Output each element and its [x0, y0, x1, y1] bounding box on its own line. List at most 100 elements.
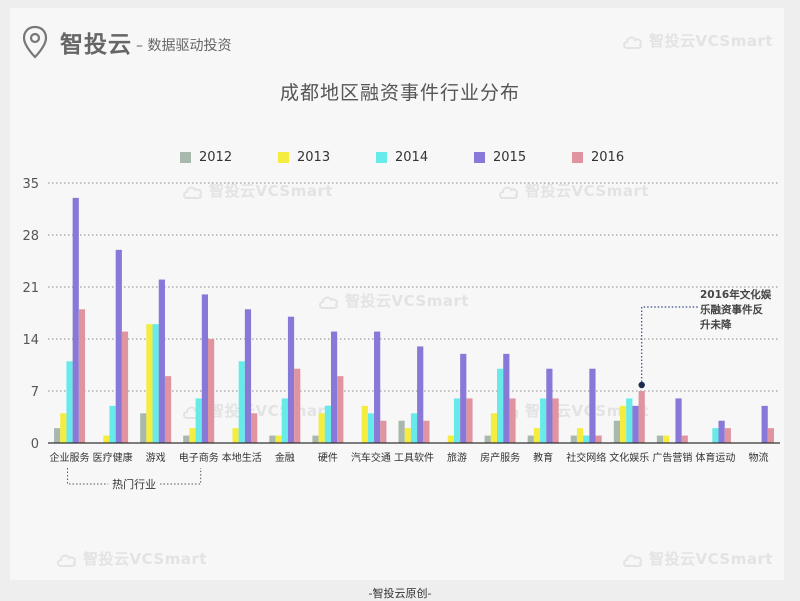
bar-2014	[367, 413, 375, 443]
bar-2013	[275, 435, 282, 443]
bar-2015	[761, 405, 768, 443]
y-tick-label: 28	[22, 229, 39, 244]
bar-2015	[72, 197, 79, 443]
y-tick-label: 7	[31, 385, 39, 400]
watermark-upper: 智投云VCSmart	[498, 180, 649, 201]
bar-2016	[509, 398, 516, 443]
watermark-left: 智投云VCSmart	[182, 180, 333, 201]
chart-legend: 2012 2013 2014 2015 2016	[180, 150, 670, 165]
x-tick-label: 汽车交通	[351, 451, 391, 464]
bar-2012	[570, 435, 577, 443]
bar-2015	[460, 353, 467, 443]
bar-2014	[583, 435, 590, 443]
bar-2014	[195, 398, 202, 443]
legend-label-2013: 2013	[297, 150, 331, 165]
bar-2013	[60, 413, 67, 443]
legend-swatch-2014	[376, 152, 387, 163]
bar-2013	[533, 428, 541, 443]
cloud-logo-icon	[57, 554, 77, 567]
bar-2013	[576, 428, 584, 443]
x-tick-label: 硬件	[318, 452, 338, 464]
bar-2015	[201, 294, 209, 443]
bar-2016	[380, 420, 387, 443]
bar-2015	[374, 331, 381, 443]
bar-2015	[115, 249, 122, 443]
footer-credit: -智投云原创-	[368, 587, 432, 600]
bar-2016	[595, 435, 602, 443]
x-tick-label: 体育运动	[695, 451, 735, 464]
bar-2016	[78, 309, 86, 443]
bar-2016	[638, 391, 645, 443]
bar-2013	[490, 413, 498, 443]
x-tick-label: 电子商务	[179, 451, 219, 464]
legend-label-2014: 2014	[395, 150, 429, 165]
bar-2015	[417, 346, 424, 443]
x-tick-label: 企业服务	[50, 451, 90, 464]
bar-2016	[337, 376, 344, 443]
bar-2014	[540, 398, 547, 443]
legend-item-2015: 2015	[474, 150, 572, 165]
watermark-text: 智投云VCSmart	[345, 292, 470, 310]
bar-2016	[423, 420, 430, 443]
x-tick-label: 物流	[748, 451, 768, 464]
bar-2013	[103, 435, 110, 443]
bar-2014	[410, 413, 418, 443]
legend-item-2013: 2013	[278, 150, 376, 165]
bar-2013	[318, 413, 325, 443]
bar-2016	[466, 398, 473, 443]
bar-2013	[189, 428, 196, 443]
watermark-bottom-left: 智投云VCSmart	[56, 548, 207, 569]
x-tick-label: 医疗健康	[93, 451, 133, 464]
cloud-logo-icon	[499, 186, 519, 199]
watermark-text: 智投云VCSmart	[83, 550, 208, 568]
bar-2013	[404, 428, 411, 443]
legend-swatch-2012	[180, 152, 191, 163]
hot-industry-label: 热门行业	[112, 477, 156, 491]
y-tick-label: 21	[22, 281, 39, 296]
bar-2012	[140, 413, 147, 443]
bar-2013	[232, 428, 239, 443]
bar-2012	[312, 435, 319, 443]
bar-2015	[244, 309, 252, 443]
bar-2014	[712, 428, 719, 443]
bar-2015	[158, 279, 165, 443]
x-tick-label: 教育	[533, 451, 553, 464]
bar-2016	[552, 398, 559, 443]
brand-name: 智投云	[60, 32, 132, 58]
legend-label-2016: 2016	[591, 150, 625, 165]
bar-2012	[527, 435, 534, 443]
legend-swatch-2016	[572, 152, 583, 163]
watermark-text: 智投云VCSmart	[525, 182, 650, 200]
legend-item-2016: 2016	[572, 150, 670, 165]
bar-2013	[146, 324, 153, 443]
x-tick-label: 广告营销	[652, 451, 692, 464]
bar-2014	[324, 405, 331, 443]
bar-2015	[589, 368, 596, 443]
bar-2013	[619, 405, 627, 443]
cloud-logo-icon	[319, 296, 339, 309]
bar-2012	[656, 435, 664, 443]
y-tick-label: 14	[22, 333, 39, 348]
bracket-label-bg	[108, 476, 161, 492]
legend-swatch-2015	[474, 152, 485, 163]
bar-2015	[675, 398, 682, 443]
bar-2015	[718, 420, 725, 443]
bar-2012	[613, 420, 620, 443]
cloud-logo-icon	[623, 36, 643, 49]
x-tick-label: 房产服务	[480, 451, 520, 464]
annotation-text-line: 2016年文化娱	[700, 288, 772, 301]
watermark-text: 智投云VCSmart	[649, 32, 774, 50]
bar-2016	[208, 339, 215, 443]
x-tick-label: 金融	[275, 451, 295, 464]
legend-label-2012: 2012	[199, 150, 233, 165]
legend-item-2014: 2014	[376, 150, 474, 165]
watermark-top-right: 智投云VCSmart	[622, 30, 773, 51]
watermark-bottom-right: 智投云VCSmart	[622, 548, 773, 569]
x-tick-label: 文化娱乐	[609, 451, 649, 464]
bar-2013	[361, 405, 368, 443]
bar-2016	[767, 428, 774, 443]
location-pin-icon	[22, 25, 48, 59]
legend-swatch-2013	[278, 152, 289, 163]
chart-title: 成都地区融资事件行业分布	[279, 82, 520, 104]
